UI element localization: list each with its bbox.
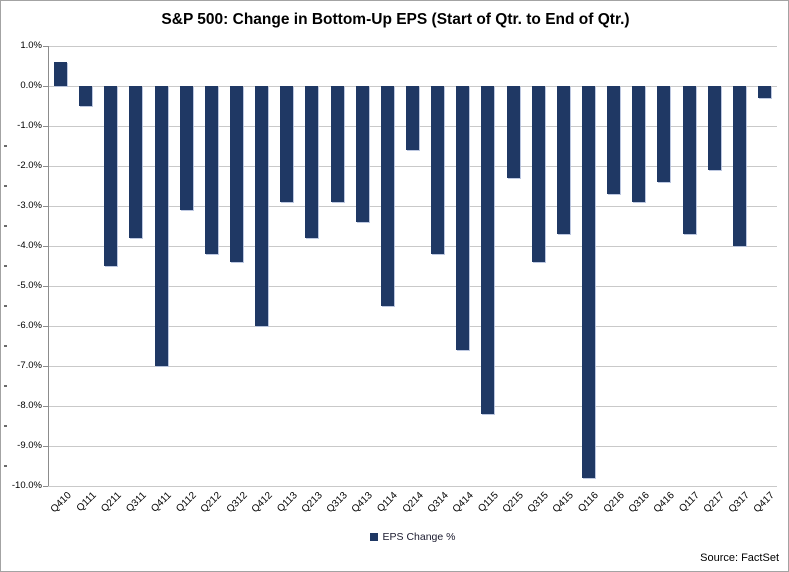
y-tick-label: -2.0% xyxy=(17,160,42,171)
y-tick-label: -9.0% xyxy=(17,440,42,451)
gridline xyxy=(48,246,777,247)
bar xyxy=(632,86,645,202)
y-tick-label: -4.0% xyxy=(17,240,42,251)
y-tick-label: -3.0% xyxy=(17,200,42,211)
bar xyxy=(481,86,494,414)
y-minor-tick-dot xyxy=(4,425,7,427)
bar xyxy=(280,86,293,202)
gridline xyxy=(48,286,777,287)
legend-swatch-icon xyxy=(369,533,378,541)
y-minor-tick-dot xyxy=(4,185,7,187)
gridline xyxy=(48,206,777,207)
bar xyxy=(507,86,520,178)
gridline xyxy=(48,326,777,327)
source-note: Source: FactSet xyxy=(700,552,779,564)
y-axis-line xyxy=(48,46,49,486)
y-tick-mark xyxy=(43,286,48,287)
bar xyxy=(104,86,117,266)
gridline xyxy=(48,46,777,47)
bar xyxy=(381,86,394,306)
y-tick-mark xyxy=(43,446,48,447)
bar xyxy=(708,86,721,170)
y-tick-mark xyxy=(43,366,48,367)
y-tick-mark xyxy=(43,126,48,127)
y-minor-tick-dot xyxy=(4,345,7,347)
bar xyxy=(657,86,670,182)
bar xyxy=(79,86,92,106)
bar xyxy=(456,86,469,350)
bar xyxy=(758,86,771,98)
y-tick-mark xyxy=(43,406,48,407)
y-minor-tick-dot xyxy=(4,225,7,227)
y-tick-mark xyxy=(43,206,48,207)
bar xyxy=(733,86,746,246)
bar xyxy=(532,86,545,262)
y-tick-label: -6.0% xyxy=(17,320,42,331)
y-minor-tick-dot xyxy=(4,265,7,267)
y-minor-tick-dot xyxy=(4,305,7,307)
bar xyxy=(431,86,444,254)
bar xyxy=(180,86,193,210)
gridline xyxy=(48,406,777,407)
y-tick-label: -10.0% xyxy=(11,480,42,491)
bar xyxy=(683,86,696,234)
y-tick-mark xyxy=(43,486,48,487)
y-tick-label: -8.0% xyxy=(17,400,42,411)
legend: EPS Change % xyxy=(48,529,777,545)
y-tick-label: -5.0% xyxy=(17,280,42,291)
bar xyxy=(607,86,620,194)
y-tick-label: -7.0% xyxy=(17,360,42,371)
gridline xyxy=(48,446,777,447)
bar xyxy=(230,86,243,262)
bar xyxy=(582,86,595,478)
gridline xyxy=(48,166,777,167)
y-tick-mark xyxy=(43,246,48,247)
bar xyxy=(129,86,142,238)
bar xyxy=(305,86,318,238)
bar xyxy=(406,86,419,150)
legend-label: EPS Change % xyxy=(382,531,456,543)
gridline xyxy=(48,486,777,487)
y-minor-tick-dot xyxy=(4,385,7,387)
y-tick-mark xyxy=(43,326,48,327)
bar xyxy=(356,86,369,222)
y-tick-label: 1.0% xyxy=(20,40,42,51)
gridline xyxy=(48,366,777,367)
y-tick-mark xyxy=(43,46,48,47)
y-tick-mark xyxy=(43,166,48,167)
bar xyxy=(205,86,218,254)
bar xyxy=(54,62,67,86)
y-tick-label: -1.0% xyxy=(17,120,42,131)
y-minor-tick-dot xyxy=(4,145,7,147)
y-minor-tick-dot xyxy=(4,465,7,467)
y-tick-mark xyxy=(43,86,48,87)
bar xyxy=(155,86,168,366)
bar xyxy=(331,86,344,202)
bar xyxy=(557,86,570,234)
y-tick-label: 0.0% xyxy=(20,80,42,91)
bar xyxy=(255,86,268,326)
chart-title: S&P 500: Change in Bottom-Up EPS (Start … xyxy=(161,11,630,28)
